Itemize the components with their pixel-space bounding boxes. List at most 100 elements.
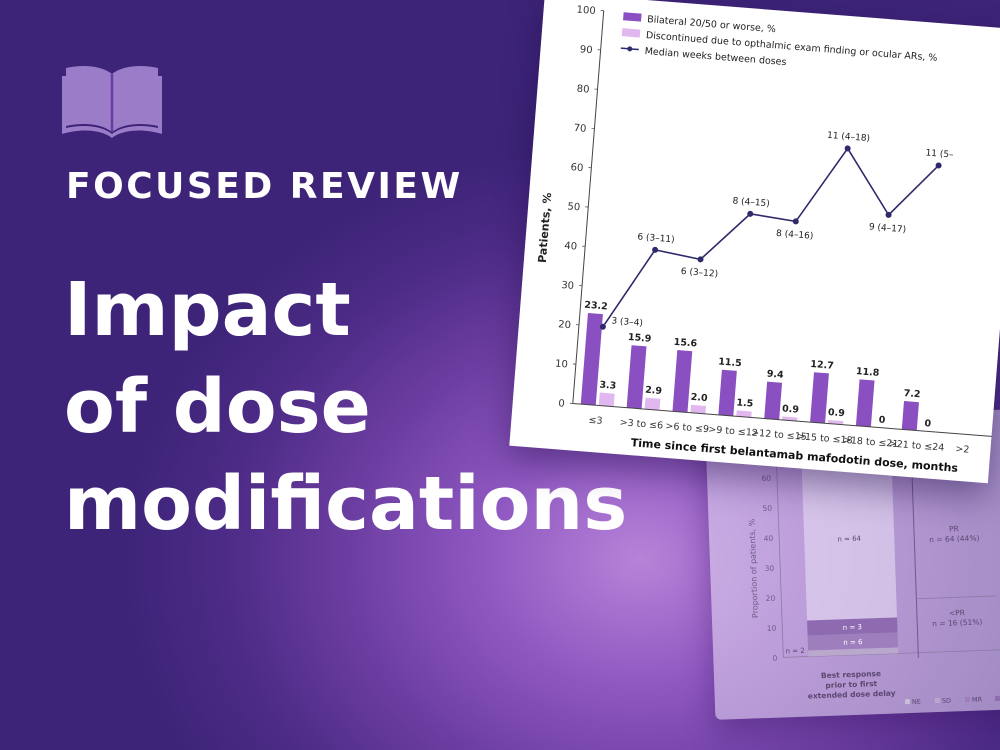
headline-line-1: Impact: [64, 267, 351, 353]
median-weeks-point: [792, 218, 799, 225]
x-tick-label: >18 to ≤21: [842, 435, 898, 450]
y-axis-label: Patients, %: [536, 192, 554, 263]
headline: Impact of dose modifications: [64, 262, 627, 553]
bar-bilateral: [855, 379, 875, 427]
segment-label: n = 2: [785, 647, 804, 656]
bracket-label-pr: n = 64 (44%): [929, 533, 980, 544]
legend-swatch-bilateral: [623, 12, 642, 22]
secondary-chart-card: Proportion of patients, % 0 10 20 30 40 50 60 …: [705, 408, 1000, 720]
secondary-y-tick-label: 30: [765, 564, 775, 573]
median-weeks-point: [599, 323, 606, 330]
bar-label-bilateral: 12.7: [810, 359, 834, 372]
bar-label-bilateral: 7.2: [903, 388, 921, 400]
bar-label-discontinued: 3.3: [599, 379, 617, 391]
bracket-label-below-pr: n = 16 (51%): [932, 617, 983, 628]
median-weeks-label: 8 (4–16): [776, 229, 814, 242]
bar-label-discontinued: 0: [924, 418, 932, 430]
secondary-legend-swatch: [964, 696, 971, 703]
median-weeks-label: 11 (4–18): [827, 131, 871, 144]
bar-label-bilateral: 15.6: [673, 337, 698, 350]
secondary-bar-segment: [807, 632, 899, 651]
bar-label-bilateral: 11.5: [718, 356, 742, 369]
secondary-legend-swatch: [994, 695, 1000, 702]
median-weeks-point: [844, 145, 851, 152]
bar-label-bilateral: 23.2: [584, 300, 608, 313]
section-kicker: FOCUSED REVIEW: [66, 166, 463, 207]
secondary-bar-segment: [800, 443, 898, 621]
x-tick-label: >9 to ≤12: [708, 424, 758, 439]
headline-line-3: modifications: [64, 461, 628, 547]
y-axis: [572, 10, 605, 404]
bar-label-discontinued: 2.0: [690, 392, 708, 404]
secondary-legend-label: MR: [972, 695, 983, 703]
bar-label-discontinued: 2.9: [645, 385, 663, 397]
secondary-category-label: Best response: [821, 669, 881, 680]
bar-label-discontinued: 0.9: [828, 407, 846, 419]
bar-bilateral: [626, 345, 647, 409]
x-tick-label: ≤3: [588, 415, 603, 427]
secondary-y-axis-label: Proportion of patients, %: [747, 518, 759, 618]
median-weeks-point: [652, 246, 659, 253]
bar-label-bilateral: 15.9: [627, 332, 651, 345]
segment-label: n = 64: [837, 535, 861, 544]
secondary-legend-label: SD: [942, 697, 951, 705]
median-weeks-point: [697, 256, 704, 263]
y-tick-label: 90: [579, 44, 593, 56]
secondary-legend-swatch: [934, 697, 941, 704]
secondary-y-tick-label: 10: [767, 624, 777, 633]
bar-bilateral: [764, 381, 783, 420]
x-tick-label: >12 to ≤15: [751, 428, 807, 443]
secondary-bar-segment: [808, 647, 899, 657]
y-tick-label: 70: [573, 123, 587, 135]
median-weeks-label: 6 (3–12): [680, 267, 718, 280]
y-tick-label: 80: [576, 84, 590, 96]
segment-label: n = 3: [843, 623, 862, 632]
secondary-y-tick-label: 0: [772, 654, 777, 663]
median-weeks-label: 8 (4–15): [732, 196, 770, 209]
x-tick-label: >15 to ≤18: [797, 431, 853, 446]
bracket-separator: [916, 595, 997, 600]
legend-swatch-discontinued: [621, 28, 641, 38]
median-weeks-label: 6 (3–11): [637, 232, 675, 245]
y-tick-label: 10: [555, 359, 569, 371]
secondary-stacked-bar-chart: Proportion of patients, % 0102030405060 …: [747, 437, 1000, 706]
median-weeks-label: 11 (5–: [925, 148, 954, 160]
x-tick-label: >2: [955, 444, 970, 456]
bar-bilateral: [672, 350, 693, 413]
bar-label-discontinued: 0.9: [782, 403, 800, 415]
median-weeks-line: [602, 146, 940, 328]
bar-bilateral: [901, 401, 919, 431]
bar-label-discontinued: 0: [878, 415, 886, 427]
x-tick-label: >21 to ≤24: [888, 438, 944, 453]
median-weeks-point: [885, 211, 892, 218]
legend-marker-median-weeks: [627, 46, 633, 52]
x-tick-label: >6 to ≤9: [665, 421, 709, 435]
y-tick-label: 60: [570, 162, 584, 174]
bracket-label-pr: PR: [949, 524, 959, 533]
y-tick-label: 40: [564, 241, 578, 253]
y-tick-label: 100: [576, 5, 596, 17]
bar-discontinued: [690, 404, 707, 414]
secondary-y-tick-label: 40: [763, 534, 773, 543]
bar-label-discontinued: 1.5: [736, 397, 754, 409]
secondary-y-axis: [775, 437, 784, 658]
primary-chart-card: Patients, % 0 10 20 30 40 50 60 70 80 90 100 Bilat…: [509, 0, 1000, 484]
secondary-y-tick-label: 20: [766, 594, 776, 603]
bar-bilateral: [718, 369, 737, 417]
open-book-icon: [62, 66, 162, 138]
median-weeks-label: 9 (4–17): [868, 222, 906, 235]
secondary-legend-swatch: [904, 699, 911, 705]
x-axis: [572, 402, 992, 437]
bar-discontinued: [736, 410, 752, 418]
headline-line-2: of dose: [64, 364, 371, 450]
y-tick-label: 50: [567, 201, 581, 213]
bracket-label-below-pr: <PR: [949, 608, 965, 618]
y-tick-label: 0: [558, 398, 565, 409]
segment-label: n = 6: [843, 638, 863, 647]
median-weeks-label: 3 (3–4): [611, 316, 643, 328]
secondary-y-tick-label: 60: [761, 474, 771, 483]
bar-label-bilateral: 11.8: [856, 366, 881, 379]
bar-bilateral: [810, 372, 829, 424]
